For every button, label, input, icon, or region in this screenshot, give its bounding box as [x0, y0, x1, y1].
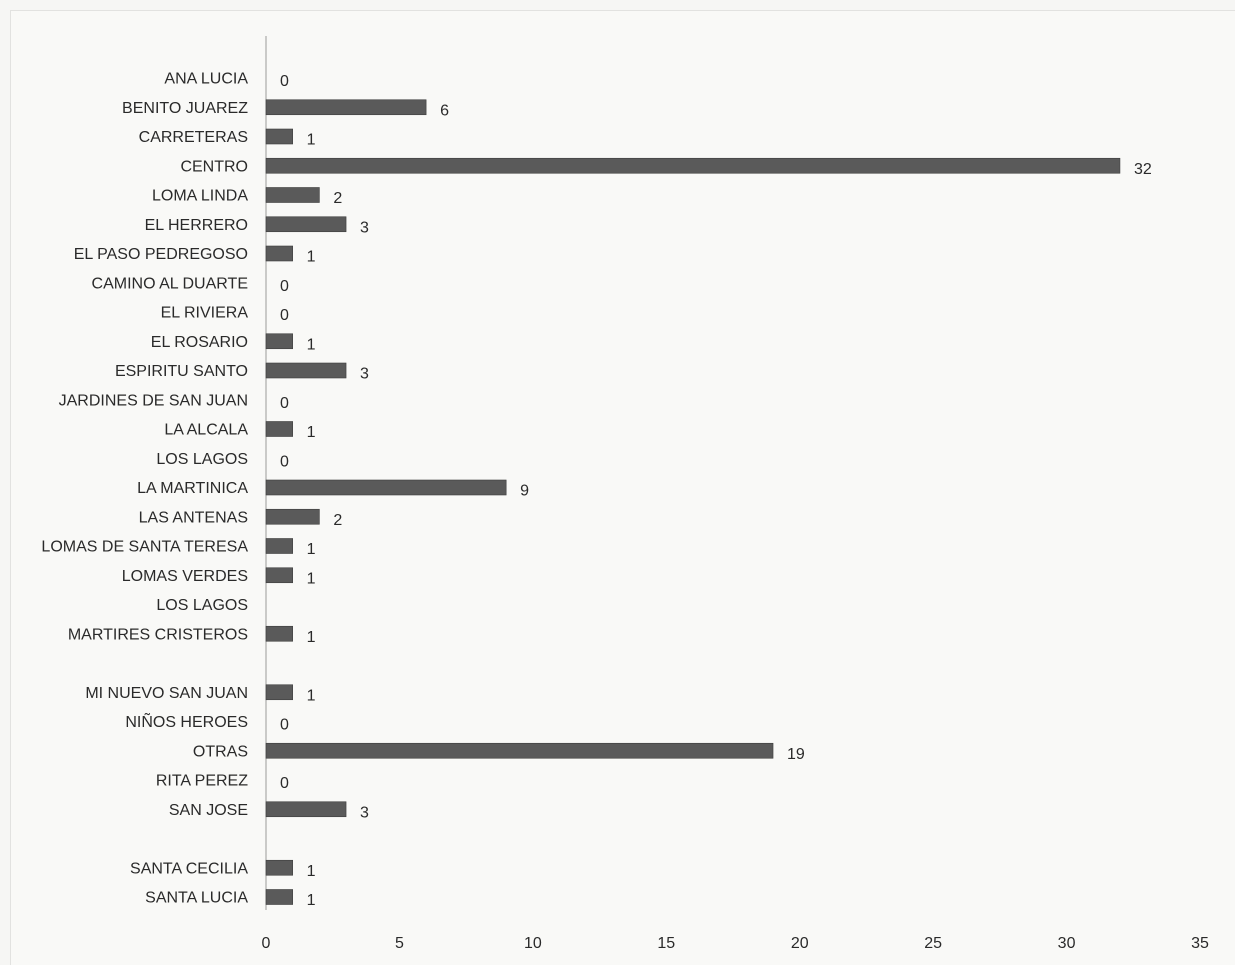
bar: [265, 333, 293, 350]
bar: [265, 567, 293, 584]
bar: [265, 479, 507, 496]
data-label: 0: [280, 395, 289, 412]
category-labels: ANA LUCIA BENITO JUAREZ CARRETERAS CENTRO LO…: [41, 71, 248, 907]
bar: [265, 684, 293, 701]
data-label: 32: [1134, 161, 1152, 178]
category-label: LOMAS VERDES: [122, 568, 248, 585]
bar: [265, 742, 774, 759]
data-label: 3: [360, 804, 369, 821]
data-label: 3: [360, 366, 369, 383]
data-label: 2: [333, 190, 342, 207]
bar: [265, 801, 347, 818]
bar: [265, 128, 293, 145]
category-label: RITA PEREZ: [156, 773, 248, 790]
data-label: 0: [280, 278, 289, 295]
data-label: 6: [440, 102, 449, 119]
category-label: LOS LAGOS: [156, 451, 248, 468]
category-label: EL HERRERO: [145, 217, 248, 234]
data-label: 1: [307, 336, 316, 353]
category-label: CARRETERAS: [139, 129, 248, 146]
bar: [265, 859, 293, 876]
data-label: 1: [307, 132, 316, 149]
x-tick-label: 30: [1058, 935, 1076, 952]
category-label: MARTIRES CRISTEROS: [68, 626, 248, 643]
category-label: SANTA CECILIA: [130, 860, 248, 877]
bar: [265, 157, 1121, 174]
data-label: 1: [307, 541, 316, 558]
category-label: LOMAS DE SANTA TERESA: [41, 539, 248, 556]
data-label: 0: [280, 453, 289, 470]
data-label: 1: [307, 892, 316, 909]
category-label: LOS LAGOS: [156, 597, 248, 614]
data-label: 0: [280, 73, 289, 90]
data-label: 0: [280, 307, 289, 324]
data-label: 1: [307, 863, 316, 880]
bar: [265, 421, 293, 437]
category-label: LAS ANTENAS: [139, 509, 248, 526]
bar: [265, 216, 347, 233]
category-label: BENITO JUAREZ: [122, 100, 248, 117]
bar: [265, 538, 293, 554]
category-label: EL RIVIERA: [161, 305, 249, 322]
category-label: SAN JOSE: [169, 802, 248, 819]
category-label: LA MARTINICA: [137, 480, 248, 497]
bar: [265, 625, 293, 642]
x-tick-labels: 0 5 10 15 20 25 30 35: [262, 935, 1209, 952]
x-tick-label: 25: [924, 935, 942, 952]
bar: [265, 99, 427, 116]
data-label: 0: [280, 717, 289, 734]
data-label: 1: [307, 570, 316, 587]
bar: [265, 187, 320, 203]
category-label: EL PASO PEDREGOSO: [74, 246, 248, 263]
category-label: MI NUEVO SAN JUAN: [85, 685, 248, 702]
category-label: SANTA LUCIA: [145, 890, 248, 907]
bar: [265, 245, 293, 262]
category-label: NIÑOS HEROES: [125, 711, 248, 731]
data-label: 1: [307, 424, 316, 441]
chart-bars: [265, 99, 1121, 905]
data-label: 2: [333, 512, 342, 529]
category-label: CAMINO AL DUARTE: [92, 275, 248, 292]
category-label: JARDINES DE SAN JUAN: [59, 392, 248, 409]
x-tick-label: 20: [791, 935, 809, 952]
category-label: LOMA LINDA: [152, 188, 248, 205]
data-label: 3: [360, 219, 369, 236]
x-tick-label: 0: [262, 935, 271, 952]
data-label: 9: [520, 483, 529, 500]
category-label: EL ROSARIO: [151, 334, 248, 351]
x-tick-label: 10: [524, 935, 542, 952]
category-label: ESPIRITU SANTO: [115, 363, 248, 380]
data-label: 1: [307, 629, 316, 646]
bar: [265, 508, 320, 525]
category-label: CENTRO: [180, 158, 248, 175]
bar: [265, 362, 347, 379]
x-tick-label: 15: [657, 935, 675, 952]
data-label: 1: [307, 249, 316, 266]
data-label: 19: [787, 746, 805, 763]
data-label: 0: [280, 775, 289, 792]
data-label: 1: [307, 687, 316, 704]
bar: [265, 889, 293, 905]
category-label: OTRAS: [193, 743, 248, 760]
category-label: LA ALCALA: [164, 422, 248, 439]
x-tick-label: 35: [1191, 935, 1209, 952]
x-tick-label: 5: [395, 935, 404, 952]
category-label: ANA LUCIA: [164, 71, 248, 88]
